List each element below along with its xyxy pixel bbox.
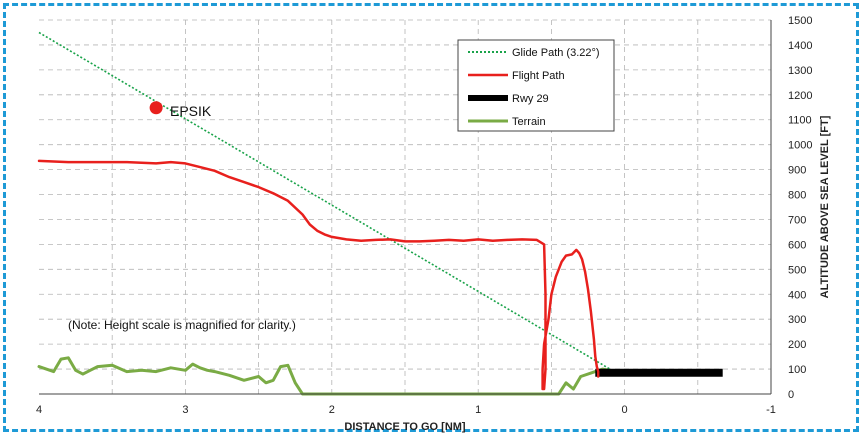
y-tick-label-600: 600 [788, 239, 806, 251]
series-glide-path-3-22 [38, 31, 611, 370]
legend-box [457, 39, 615, 132]
y-tick-label-1400: 1400 [788, 40, 812, 52]
legend-label-terrain: Terrain [512, 116, 546, 128]
x-tick-label-3: 3 [182, 404, 188, 416]
y-tick-label-1100: 1100 [788, 115, 812, 127]
x-tick-label-1: 1 [475, 404, 481, 416]
legend-label-glide-path: Glide Path (3.22°) [512, 47, 600, 59]
y-tick-label-300: 300 [788, 314, 806, 326]
legend: Glide Path (3.22°) Flight Path Rwy 29 Te… [457, 39, 615, 132]
y-tick-label-200: 200 [788, 339, 806, 351]
y-tick-label-500: 500 [788, 264, 806, 276]
y-tick-label-700: 700 [788, 214, 806, 226]
y-tick-label-1200: 1200 [788, 90, 812, 102]
waypoint-dot-epsik [149, 101, 163, 115]
x-tick-label-2: 2 [329, 404, 335, 416]
tick-labels: 0 100 200 300 400 500 600 700 800 900 1000 1100 1200… [36, 15, 813, 416]
note-text: (Note: Height scale is magnified for cla… [68, 318, 296, 332]
y-tick-label-800: 800 [788, 190, 806, 202]
y-axis-title: ALTITUDE ABOVE SEA LEVEL [FT] [819, 115, 831, 298]
plot-area [39, 20, 771, 394]
waypoint-label: EPSIK [170, 103, 212, 119]
y-tick-label-1000: 1000 [788, 140, 812, 152]
chart-frame [3, 3, 859, 432]
y-tick-label-1300: 1300 [788, 65, 812, 77]
x-axis-title: DISTANCE TO GO [NM] [344, 421, 466, 433]
legend-label-rwy-29: Rwy 29 [512, 93, 549, 105]
legend-label-flight-path: Flight Path [512, 70, 565, 82]
y-tick-label-900: 900 [788, 165, 806, 177]
x-tick-label-4: 4 [36, 404, 42, 416]
axes [39, 20, 772, 395]
y-tick-label-1500: 1500 [788, 15, 812, 27]
x-tick-label-neg1: -1 [766, 404, 776, 416]
y-tick-label-400: 400 [788, 289, 806, 301]
y-tick-label-100: 100 [788, 364, 806, 376]
y-tick-label-0: 0 [788, 389, 794, 401]
waypoint-marker [149, 101, 163, 115]
x-tick-label-0: 0 [622, 404, 628, 416]
series-flight-path [37, 159, 600, 391]
